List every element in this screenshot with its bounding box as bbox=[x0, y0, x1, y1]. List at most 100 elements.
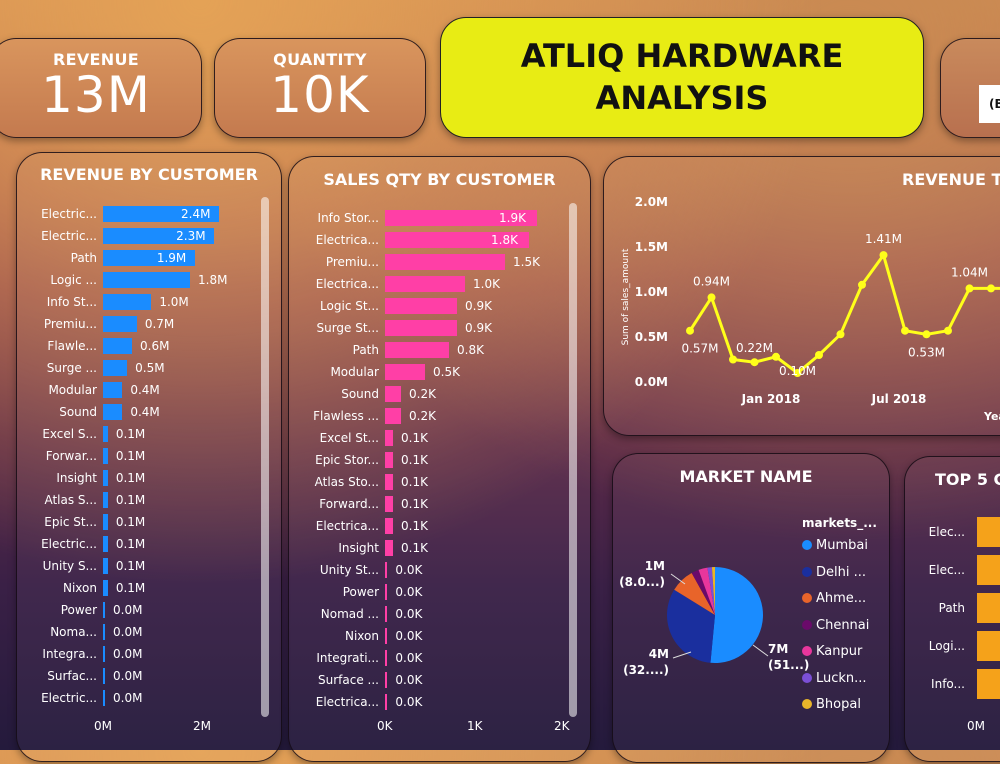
revenue_by_customer-bar-7[interactable] bbox=[103, 360, 128, 376]
revenue_by_customer-bar-9[interactable] bbox=[103, 404, 123, 420]
sales_qty_by_customer-row-name-17[interactable]: Power bbox=[289, 581, 379, 603]
revenue_by_customer-row-name-22[interactable]: Electric... bbox=[17, 687, 97, 709]
top5-row-name-4[interactable]: Info... bbox=[931, 677, 965, 691]
revenue_by_customer-row-name-12[interactable]: Insight bbox=[17, 467, 97, 489]
sales_qty_by_customer-bar-6[interactable] bbox=[385, 342, 449, 358]
market-legend-item-4[interactable]: Kanpur bbox=[802, 644, 862, 659]
sales_qty_by_customer-bar-4[interactable] bbox=[385, 298, 457, 314]
top5-bar-0[interactable] bbox=[977, 517, 1000, 547]
sales_qty_by_customer-row-name-3[interactable]: Electrica... bbox=[289, 273, 379, 295]
sales_qty_by_customer-row-name-1[interactable]: Electrica... bbox=[289, 229, 379, 251]
revenue_by_customer-row-name-20[interactable]: Integra... bbox=[17, 643, 97, 665]
sales_qty_by_customer-bar-3[interactable] bbox=[385, 276, 465, 292]
revenue_by_customer-bar-2[interactable] bbox=[103, 250, 195, 266]
revenue-scrollbar[interactable] bbox=[261, 197, 269, 717]
revenue_by_customer-bar-4[interactable] bbox=[103, 294, 152, 310]
top5-bar-2[interactable] bbox=[977, 593, 1000, 623]
pie-slice-6[interactable] bbox=[711, 567, 715, 615]
top5-bar-1[interactable] bbox=[977, 555, 1000, 585]
market-legend-item-1[interactable]: Delhi ... bbox=[802, 565, 866, 580]
revenue_by_customer-row-name-9[interactable]: Sound bbox=[17, 401, 97, 423]
sales_qty_by_customer-bar-19[interactable] bbox=[385, 628, 388, 644]
sales_qty_by_customer-row-name-18[interactable]: Nomad ... bbox=[289, 603, 379, 625]
pie-slice-0[interactable] bbox=[710, 567, 763, 663]
revenue_by_customer-row-name-19[interactable]: Noma... bbox=[17, 621, 97, 643]
sales_qty_by_customer-row-name-12[interactable]: Atlas Sto... bbox=[289, 471, 379, 493]
revenue_by_customer-row-name-4[interactable]: Info St... bbox=[17, 291, 97, 313]
sales_qty_by_customer-row-name-0[interactable]: Info Stor... bbox=[289, 207, 379, 229]
sales_qty_by_customer-bar-18[interactable] bbox=[385, 606, 388, 622]
pie-slice-3[interactable] bbox=[691, 569, 715, 615]
sales_qty_by_customer-row-name-13[interactable]: Forward... bbox=[289, 493, 379, 515]
sales_qty_by_customer-bar-2[interactable] bbox=[385, 254, 505, 270]
market-legend-item-6[interactable]: Bhopal bbox=[802, 697, 861, 712]
revenue_by_customer-bar-18[interactable] bbox=[103, 602, 105, 618]
pie-slice-1[interactable] bbox=[667, 589, 715, 663]
revenue_by_customer-row-name-17[interactable]: Nixon bbox=[17, 577, 97, 599]
sales_qty_by_customer-row-name-15[interactable]: Insight bbox=[289, 537, 379, 559]
sales_qty_by_customer-row-name-10[interactable]: Excel St... bbox=[289, 427, 379, 449]
sales_qty_by_customer-bar-22[interactable] bbox=[385, 694, 388, 710]
market-legend-item-0[interactable]: Mumbai bbox=[802, 538, 868, 553]
revenue_by_customer-row-name-18[interactable]: Power bbox=[17, 599, 97, 621]
revenue_by_customer-bar-17[interactable] bbox=[103, 580, 108, 596]
revenue_by_customer-bar-15[interactable] bbox=[103, 536, 108, 552]
revenue_by_customer-bar-21[interactable] bbox=[103, 668, 105, 684]
sales_qty_by_customer-row-name-2[interactable]: Premiu... bbox=[289, 251, 379, 273]
revenue_by_customer-row-name-21[interactable]: Surfac... bbox=[17, 665, 97, 687]
revenue_by_customer-bar-19[interactable] bbox=[103, 624, 105, 640]
revenue_by_customer-bar-13[interactable] bbox=[103, 492, 108, 508]
sales_qty_by_customer-row-name-5[interactable]: Surge St... bbox=[289, 317, 379, 339]
revenue_by_customer-row-name-7[interactable]: Surge ... bbox=[17, 357, 97, 379]
sales_qty_by_customer-row-name-22[interactable]: Electrica... bbox=[289, 691, 379, 713]
sales_qty_by_customer-row-name-21[interactable]: Surface ... bbox=[289, 669, 379, 691]
sales_qty_by_customer-bar-21[interactable] bbox=[385, 672, 388, 688]
revenue_by_customer-row-name-3[interactable]: Logic ... bbox=[17, 269, 97, 291]
revenue_by_customer-row-name-6[interactable]: Flawle... bbox=[17, 335, 97, 357]
revenue_by_customer-bar-22[interactable] bbox=[103, 690, 105, 706]
sales_qty_by_customer-row-name-6[interactable]: Path bbox=[289, 339, 379, 361]
revenue_by_customer-row-name-14[interactable]: Epic St... bbox=[17, 511, 97, 533]
top5-row-name-0[interactable]: Elec... bbox=[928, 525, 965, 539]
market-legend-item-3[interactable]: Chennai bbox=[802, 618, 869, 633]
sales_qty_by_customer-row-name-4[interactable]: Logic St... bbox=[289, 295, 379, 317]
sales_qty_by_customer-bar-9[interactable] bbox=[385, 408, 401, 424]
sales_qty_by_customer-bar-0[interactable] bbox=[385, 210, 537, 226]
revenue_by_customer-row-name-13[interactable]: Atlas S... bbox=[17, 489, 97, 511]
revenue_by_customer-bar-0[interactable] bbox=[103, 206, 219, 222]
revenue_by_customer-bar-11[interactable] bbox=[103, 448, 108, 464]
sales_qty_by_customer-bar-1[interactable] bbox=[385, 232, 529, 248]
revenue_by_customer-bar-14[interactable] bbox=[103, 514, 108, 530]
revenue_by_customer-row-name-5[interactable]: Premiu... bbox=[17, 313, 97, 335]
revenue_by_customer-row-name-10[interactable]: Excel S... bbox=[17, 423, 97, 445]
revenue_by_customer-row-name-1[interactable]: Electric... bbox=[17, 225, 97, 247]
top5-row-name-3[interactable]: Logi... bbox=[928, 639, 965, 653]
revenue_by_customer-bar-10[interactable] bbox=[103, 426, 108, 442]
sales_qty_by_customer-row-name-7[interactable]: Modular bbox=[289, 361, 379, 383]
sales_qty_by_customer-row-name-20[interactable]: Integrati... bbox=[289, 647, 379, 669]
sales_qty_by_customer-bar-10[interactable] bbox=[385, 430, 393, 446]
sales_qty_by_customer-bar-5[interactable] bbox=[385, 320, 457, 336]
sales_qty_by_customer-bar-11[interactable] bbox=[385, 452, 393, 468]
filter-card[interactable]: (B bbox=[940, 38, 1000, 138]
sales_qty_by_customer-bar-15[interactable] bbox=[385, 540, 393, 556]
market-legend-item-5[interactable]: Luckn... bbox=[802, 671, 867, 686]
revenue_by_customer-bar-8[interactable] bbox=[103, 382, 123, 398]
sales_qty_by_customer-row-name-11[interactable]: Epic Stor... bbox=[289, 449, 379, 471]
revenue_by_customer-row-name-11[interactable]: Forwar... bbox=[17, 445, 97, 467]
market-legend-item-2[interactable]: Ahme... bbox=[802, 591, 866, 606]
revenue_by_customer-row-name-0[interactable]: Electric... bbox=[17, 203, 97, 225]
sales_qty_by_customer-bar-14[interactable] bbox=[385, 518, 393, 534]
sales_qty_by_customer-row-name-19[interactable]: Nixon bbox=[289, 625, 379, 647]
revenue_by_customer-bar-20[interactable] bbox=[103, 646, 105, 662]
pie-slice-4[interactable] bbox=[698, 567, 715, 615]
sales_qty_by_customer-bar-17[interactable] bbox=[385, 584, 388, 600]
sales_qty_by_customer-bar-8[interactable] bbox=[385, 386, 401, 402]
revenue_by_customer-bar-16[interactable] bbox=[103, 558, 108, 574]
revenue_by_customer-bar-6[interactable] bbox=[103, 338, 132, 354]
top5-row-name-2[interactable]: Path bbox=[938, 601, 965, 615]
revenue_by_customer-bar-5[interactable] bbox=[103, 316, 137, 332]
top5-row-name-1[interactable]: Elec... bbox=[928, 563, 965, 577]
filter-card-inner[interactable]: (B bbox=[979, 85, 1000, 123]
sales_qty_by_customer-row-name-16[interactable]: Unity St... bbox=[289, 559, 379, 581]
